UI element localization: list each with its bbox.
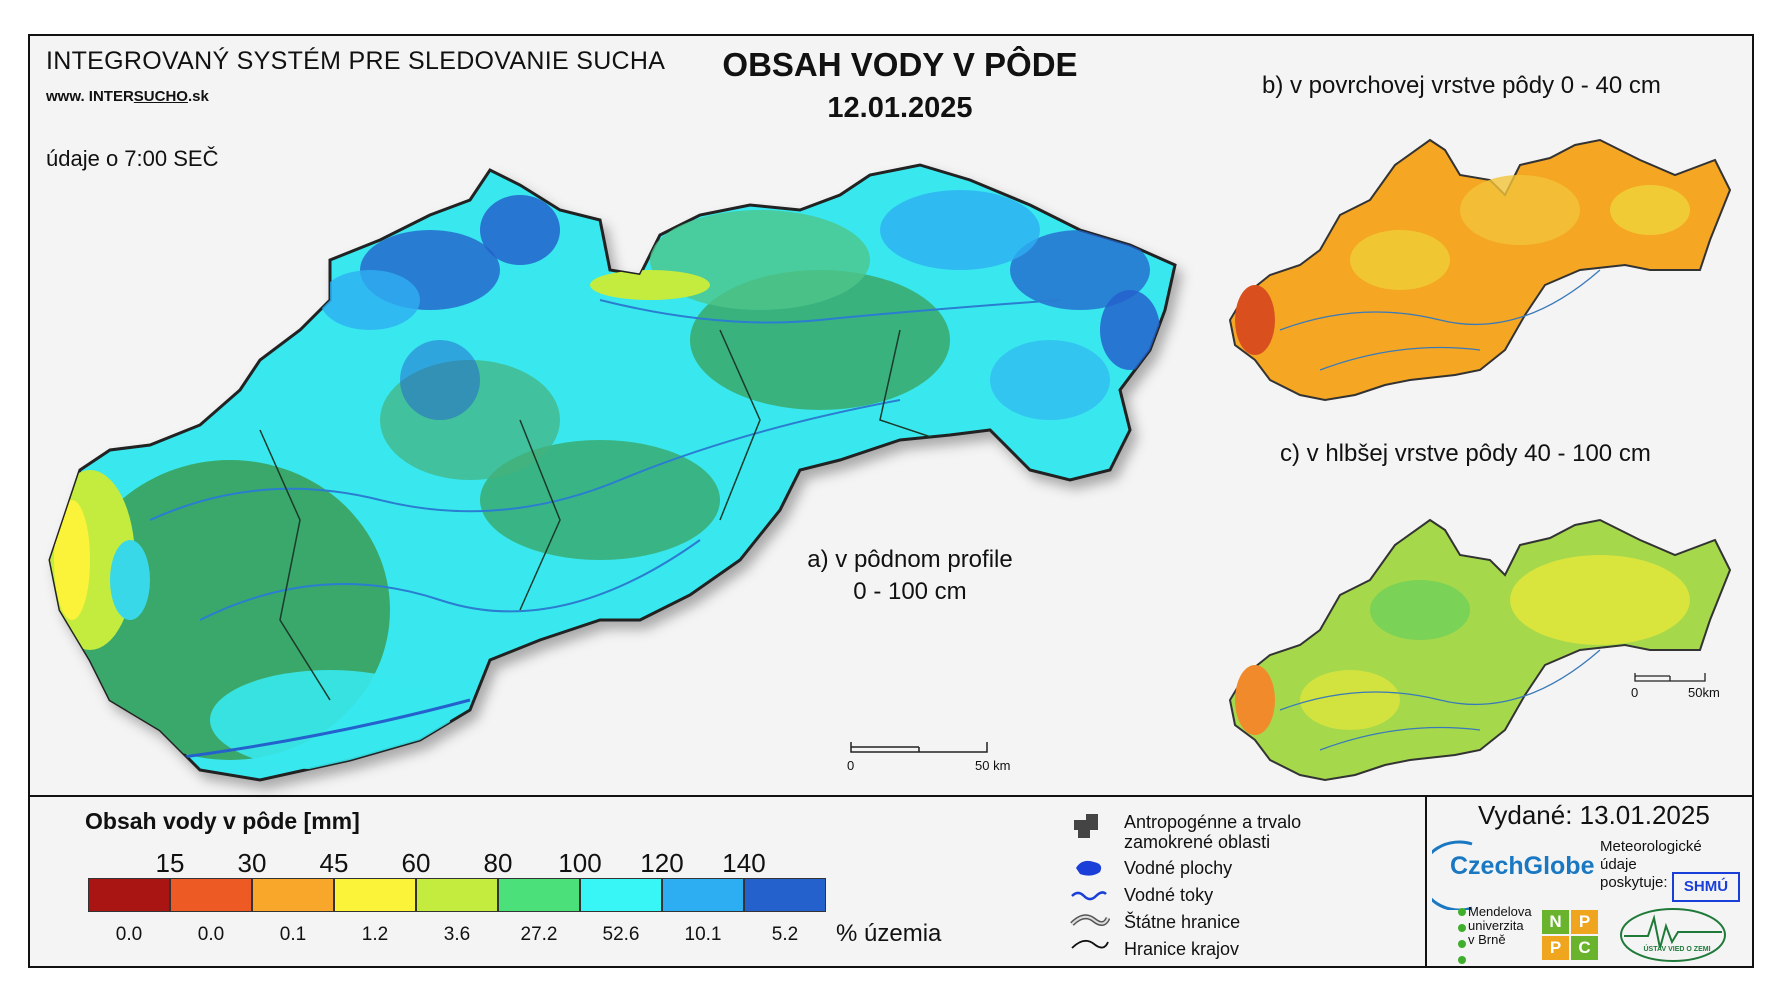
small-scale-end: 50km <box>1688 685 1720 700</box>
mendel-university: Mendelova univerzita v Brně <box>1468 905 1532 947</box>
legend-color-class <box>498 878 580 912</box>
mendel-dots-icon <box>1458 908 1466 964</box>
meteo-line3: poskytuje: <box>1600 874 1668 891</box>
mendel-line3: v Brně <box>1468 932 1506 947</box>
legend-color-class <box>662 878 744 912</box>
nppc-letter-2: P <box>1571 910 1598 934</box>
legend-anthropogenic-line2: zamokrené oblasti <box>1124 832 1271 852</box>
legend-anthropogenic-line1: Antropogénne a trvalo <box>1124 812 1302 832</box>
legend-color-class <box>334 878 416 912</box>
anthropogenic-icon <box>1074 814 1098 838</box>
legend-threshold-label: 45 <box>319 848 349 878</box>
legend-color-class <box>580 878 662 912</box>
legend-class-percent: 3.6 <box>443 924 471 945</box>
main-map-label: a) v pôdnom profile <box>807 546 1013 573</box>
water-stream-icon <box>1071 891 1107 901</box>
main-scale-start: 0 <box>847 758 855 773</box>
legend-class-percent: 5.2 <box>771 924 799 945</box>
issued-date: Vydané: 13.01.2025 <box>1478 800 1710 830</box>
small-scale-start: 0 <box>1631 685 1639 700</box>
legend-class-percent: 0.0 <box>115 924 143 945</box>
legend-class-percent: 1.2 <box>361 924 389 945</box>
data-time-note: údaje o 7:00 SEČ <box>46 146 219 171</box>
mendel-line2: univerzita <box>1468 918 1524 933</box>
legend-class-percent: 52.6 <box>602 924 640 945</box>
legend-water-bodies: Vodné plochy <box>1124 858 1233 878</box>
surface-layer-map <box>1228 138 1732 402</box>
surface-layer-label: b) v povrchovej vrstve pôdy 0 - 40 cm <box>1262 72 1661 99</box>
website-highlight: SUCHO <box>133 88 188 105</box>
legend-threshold-label: 15 <box>155 848 185 878</box>
main-map <box>48 138 1732 782</box>
water-body-icon <box>1076 860 1102 876</box>
legend-color-class <box>170 878 252 912</box>
uvz-logo <box>1620 908 1726 962</box>
uvz-name: ÚSTAV VIED O ZEMI <box>1643 946 1711 953</box>
legend-state-borders: Štátne hranice <box>1124 912 1241 932</box>
website-suffix: .sk <box>187 88 209 105</box>
map-title: OBSAH VODY V PÔDE <box>722 46 1078 83</box>
footer-divider <box>1425 795 1427 968</box>
meteo-line2: údaje <box>1600 856 1637 873</box>
mendel-line1: Mendelova <box>1468 904 1532 919</box>
region-border-icon <box>1071 939 1109 949</box>
legend-class-percent: 0.1 <box>279 924 307 945</box>
main-scale-end: 50 km <box>975 758 1011 773</box>
legend-class-percent: 0.0 <box>197 924 225 945</box>
meteo-line1: Meteorologické <box>1600 838 1702 855</box>
deep-layer-map <box>1228 518 1732 782</box>
legend-threshold-label: 120 <box>640 848 684 878</box>
website-link[interactable]: www. INTERSUCHO.sk <box>46 88 209 105</box>
shmu-logo: SHMÚ <box>1672 872 1740 902</box>
legend-class-percent: 10.1 <box>684 924 722 945</box>
legend-threshold-label: 80 <box>483 848 513 878</box>
legend-threshold-label: 60 <box>401 848 431 878</box>
main-map-depth: 0 - 100 cm <box>853 578 967 605</box>
legend-divider <box>28 795 1754 797</box>
nppc-letter-4: C <box>1571 936 1598 960</box>
legend-class-percent: 27.2 <box>520 924 558 945</box>
legend-color-class <box>88 878 170 912</box>
legend-threshold-label: 140 <box>722 848 766 878</box>
meteo-provider-text: Meteorologické údaje poskytuje: <box>1600 838 1702 892</box>
legend-color-class <box>744 878 826 912</box>
legend-color-class <box>252 878 334 912</box>
nppc-logo: N P P C <box>1542 910 1598 960</box>
website-prefix: www. INTER <box>46 88 134 105</box>
czechglobe-logo <box>1432 840 1473 910</box>
legend-title: Obsah vody v pôde [mm] <box>85 808 360 834</box>
czechglobe-name: CzechGlobe <box>1450 852 1595 880</box>
legend-threshold-label: 100 <box>558 848 602 878</box>
legend-region-borders: Hranice krajov <box>1124 939 1240 959</box>
legend-water-streams: Vodné toky <box>1124 885 1214 905</box>
legend-percent-unit: % územia <box>836 920 942 947</box>
map-date: 12.01.2025 <box>827 92 973 124</box>
legend-threshold-label: 30 <box>237 848 267 878</box>
nppc-letter-1: N <box>1542 910 1569 934</box>
legend-color-class <box>416 878 498 912</box>
system-name: INTEGROVANÝ SYSTÉM PRE SLEDOVANIE SUCHA <box>46 47 666 75</box>
nppc-letter-3: P <box>1542 936 1569 960</box>
symbol-legend-icons <box>1070 814 1110 949</box>
deep-layer-label: c) v hlbšej vrstve pôdy 40 - 100 cm <box>1280 440 1651 467</box>
